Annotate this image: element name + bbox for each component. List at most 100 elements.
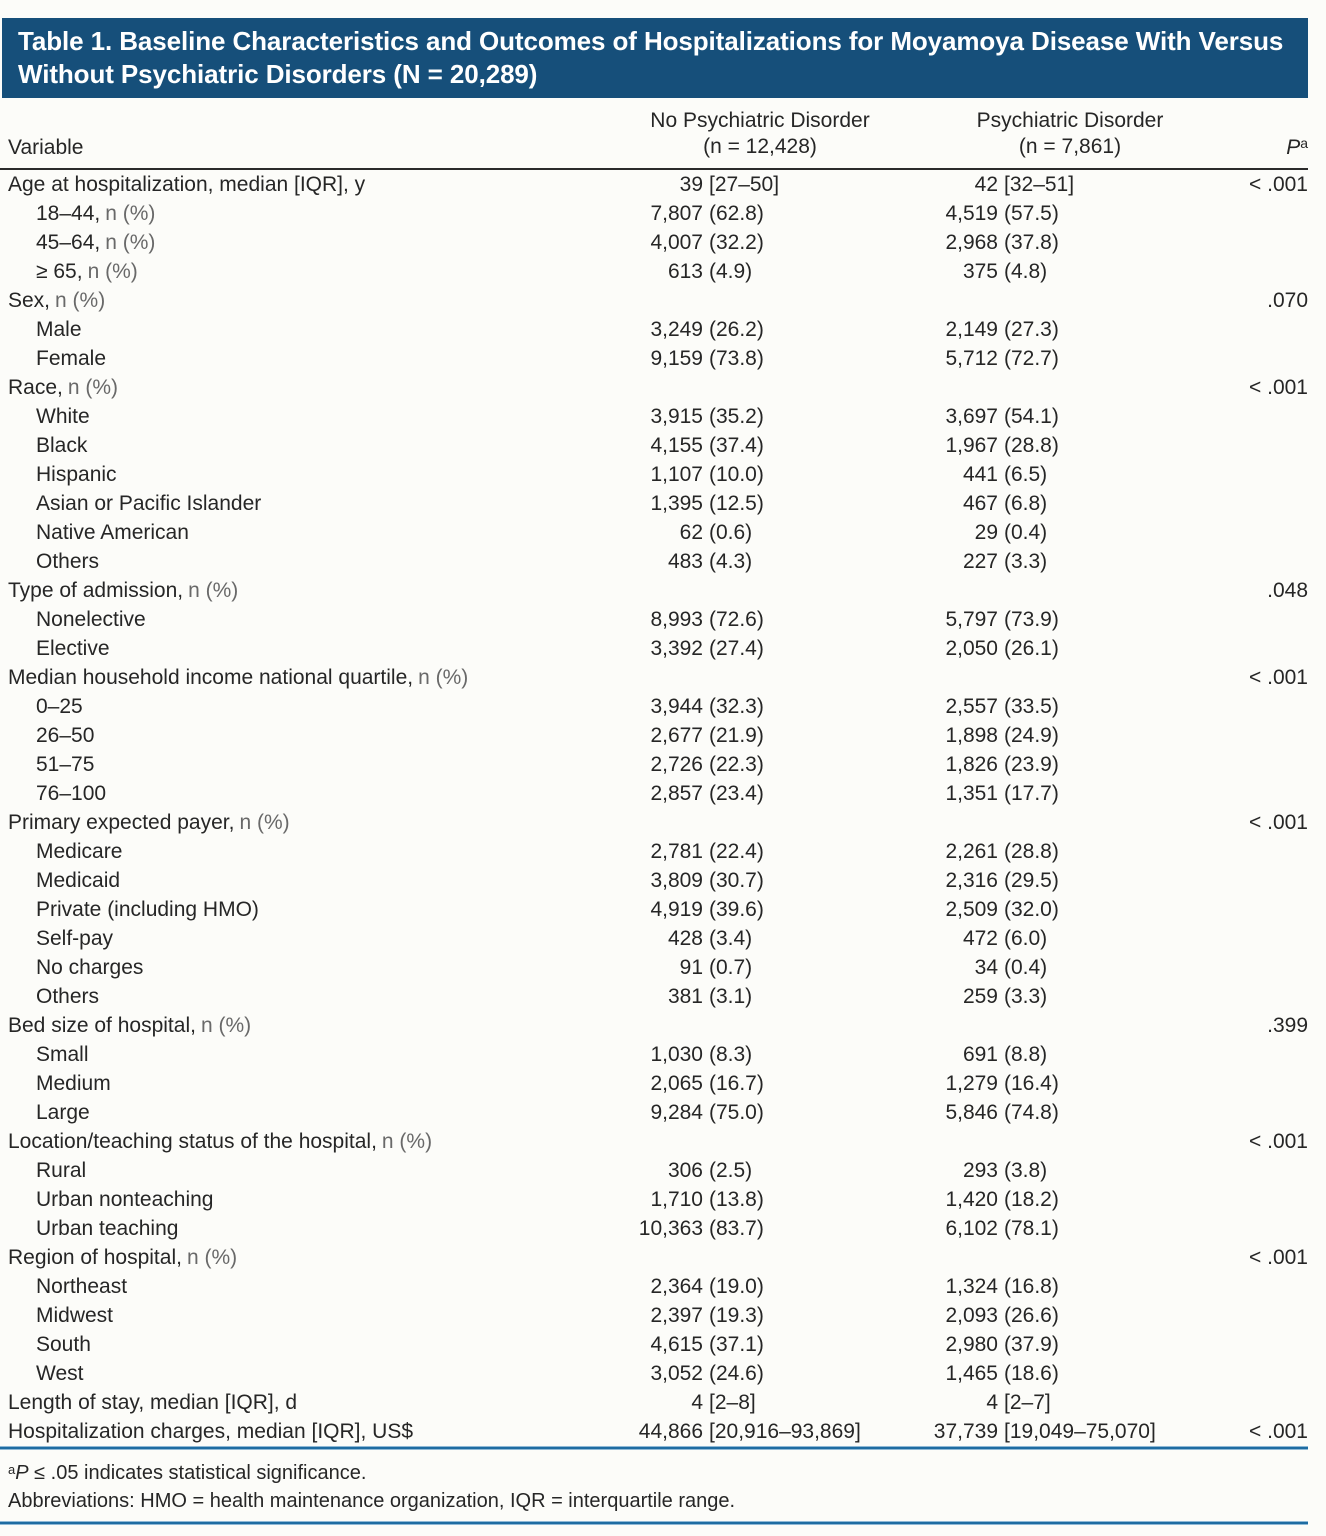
row-value-no-psychiatric: 1,107 (10.0) — [600, 463, 920, 487]
col-header-p-value: Pa — [1220, 135, 1308, 160]
row-value2-pct: (27.3) — [1004, 317, 1059, 341]
row-value2-count: 4,519 — [945, 201, 998, 225]
footnote-p: P — [15, 1462, 29, 1484]
row-value1-count: 3,944 — [650, 694, 703, 718]
row-value2-pct: (6.8) — [1004, 491, 1048, 515]
table-row: ≥ 65, n (%) 613 (4.9) 375 (4.8) — [0, 257, 1326, 286]
row-value-no-psychiatric: 62 (0.6) — [600, 521, 920, 545]
row-value-psychiatric: 1,324 (16.8) — [920, 1275, 1220, 1299]
row-value1-count: 39 — [679, 172, 703, 196]
row-value2-count: 1,967 — [945, 433, 998, 457]
row-value1-pct: (27.4) — [709, 636, 764, 660]
row-value1-pct: (12.5) — [709, 491, 764, 515]
row-value-no-psychiatric: 428 (3.4) — [600, 927, 920, 951]
row-value2-pct: [32–51] — [1004, 172, 1075, 196]
table-row: 76–100 2,857 (23.4) 1,351 (17.7) — [0, 779, 1326, 808]
row-variable-label: West — [0, 1362, 600, 1386]
row-value-psychiatric: 441 (6.5) — [920, 463, 1220, 487]
table-row: Rural 306 (2.5) 293 (3.8) — [0, 1156, 1326, 1185]
row-variable-label: Hospitalization charges, median [IQR], U… — [0, 1420, 600, 1444]
row-p-value: < .001 — [1249, 1129, 1308, 1153]
row-p-value: .048 — [1267, 578, 1308, 602]
col-header-group1-n: (n = 12,428) — [703, 135, 817, 158]
row-p-value: < .001 — [1249, 172, 1308, 196]
row-value2-count: 2,050 — [945, 636, 998, 660]
row-label-text: 45–64, — [36, 230, 101, 254]
row-label-text: 51–75 — [36, 752, 95, 776]
row-value-psychiatric: 2,261 (28.8) — [920, 840, 1220, 864]
row-value2-pct: (26.6) — [1004, 1303, 1059, 1327]
row-value2-count: 34 — [974, 955, 998, 979]
row-value1-count: 9,159 — [650, 346, 703, 370]
row-label-text: 0–25 — [36, 694, 83, 718]
row-value-psychiatric: 2,557 (33.5) — [920, 695, 1220, 719]
row-variable-label: 0–25 — [0, 695, 600, 719]
row-value-no-psychiatric: 7,807 (62.8) — [600, 202, 920, 226]
table-title-bar: Table 1. Baseline Characteristics and Ou… — [2, 18, 1308, 98]
row-value2-count: 1,826 — [945, 752, 998, 776]
row-value-psychiatric: 4,519 (57.5) — [920, 202, 1220, 226]
col-header-psychiatric-disorder: Psychiatric Disorder (n = 7,861) — [920, 108, 1220, 160]
footnote-significance: aP ≤ .05 indicates statistical significa… — [8, 1456, 1308, 1487]
row-value1-count: 4,007 — [650, 230, 703, 254]
row-label-text: Female — [36, 346, 107, 370]
row-label-text: Black — [36, 433, 88, 457]
row-label-unit: n (%) — [381, 1129, 433, 1153]
row-value-no-psychiatric: 1,710 (13.8) — [600, 1188, 920, 1212]
table-row: Others 381 (3.1) 259 (3.3) — [0, 982, 1326, 1011]
table-row: Elective 3,392 (27.4) 2,050 (26.1) — [0, 634, 1326, 663]
table-row: 0–25 3,944 (32.3) 2,557 (33.5) — [0, 692, 1326, 721]
row-value1-pct: (16.7) — [709, 1071, 764, 1095]
row-value-psychiatric: 2,050 (26.1) — [920, 637, 1220, 661]
row-variable-label: Northeast — [0, 1275, 600, 1299]
row-variable-label: Region of hospital, n (%) — [0, 1246, 600, 1270]
table-bottom-rule — [0, 1446, 1308, 1450]
row-value2-pct: [19,049–75,070] — [1004, 1419, 1156, 1443]
row-label-text: Bed size of hospital, — [8, 1013, 196, 1037]
row-label-text: Male — [36, 317, 82, 341]
row-value2-pct: (28.8) — [1004, 433, 1059, 457]
row-value2-count: 42 — [974, 172, 998, 196]
row-value1-pct: [20,916–93,869] — [709, 1419, 861, 1443]
row-value2-count: 293 — [962, 1158, 998, 1182]
row-value-psychiatric: 293 (3.8) — [920, 1159, 1220, 1183]
row-label-text: Type of admission, — [8, 578, 184, 602]
row-value1-count: 2,397 — [650, 1303, 703, 1327]
row-value-no-psychiatric: 4 [2–8] — [600, 1391, 920, 1415]
row-p-value: < .001 — [1249, 375, 1308, 399]
row-value2-pct: (72.7) — [1004, 346, 1059, 370]
row-value1-count: 1,107 — [650, 462, 703, 486]
row-label-unit: n (%) — [186, 1245, 238, 1269]
row-value1-count: 4,615 — [650, 1332, 703, 1356]
row-value1-count: 2,364 — [650, 1274, 703, 1298]
row-value-no-psychiatric: 8,993 (72.6) — [600, 608, 920, 632]
row-variable-label: Median household income national quartil… — [0, 666, 600, 690]
row-label-text: Large — [36, 1100, 90, 1124]
row-value2-pct: (57.5) — [1004, 201, 1059, 225]
row-value-no-psychiatric: 9,284 (75.0) — [600, 1101, 920, 1125]
row-value2-count: 1,465 — [945, 1361, 998, 1385]
row-p-value: < .001 — [1249, 810, 1308, 834]
row-value-psychiatric: 2,980 (37.9) — [920, 1333, 1220, 1357]
row-variable-label: Black — [0, 434, 600, 458]
row-label-text: Asian or Pacific Islander — [36, 491, 262, 515]
row-value1-pct: (83.7) — [709, 1216, 764, 1240]
row-label-text: Age at hospitalization, median [IQR], y — [8, 172, 366, 196]
row-value2-count: 691 — [962, 1042, 998, 1066]
row-value2-pct: (3.3) — [1004, 549, 1048, 573]
row-value2-pct: (32.0) — [1004, 897, 1059, 921]
row-value-no-psychiatric: 4,919 (39.6) — [600, 898, 920, 922]
row-variable-label: Race, n (%) — [0, 376, 600, 400]
row-value1-pct: (39.6) — [709, 897, 764, 921]
table-row: Region of hospital, n (%) < .001 — [0, 1243, 1326, 1272]
row-label-text: 18–44, — [36, 201, 101, 225]
row-value-psychiatric: 1,967 (28.8) — [920, 434, 1220, 458]
row-value-no-psychiatric: 381 (3.1) — [600, 985, 920, 1009]
page-bottom-rule — [0, 1521, 1308, 1525]
row-value1-pct: (23.4) — [709, 781, 764, 805]
row-label-text: Northeast — [36, 1274, 128, 1298]
row-label-text: Sex, — [8, 288, 51, 312]
row-value1-pct: (19.0) — [709, 1274, 764, 1298]
row-value-no-psychiatric: 91 (0.7) — [600, 956, 920, 980]
